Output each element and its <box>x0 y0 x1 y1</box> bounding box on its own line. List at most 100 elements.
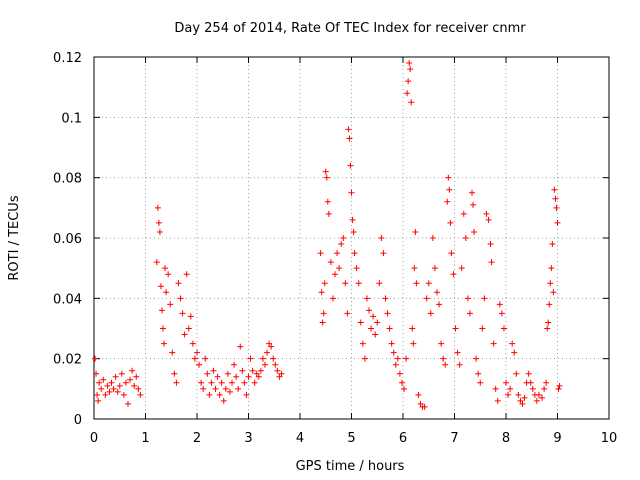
data-point <box>122 379 129 386</box>
data-point <box>353 265 360 272</box>
data-point <box>351 250 358 257</box>
data-point <box>431 265 438 272</box>
data-point <box>268 343 275 350</box>
data-point <box>405 78 412 85</box>
data-point <box>445 174 452 181</box>
data-point <box>411 265 418 272</box>
data-point <box>406 60 413 67</box>
data-point <box>509 340 516 347</box>
data-point <box>417 400 424 407</box>
data-point <box>112 373 119 380</box>
data-point <box>270 355 277 362</box>
data-point <box>513 370 520 377</box>
data-point <box>370 313 377 320</box>
data-point <box>169 349 176 356</box>
data-point <box>173 379 180 386</box>
data-point <box>466 310 473 317</box>
data-point <box>507 385 514 392</box>
y-tick-label: 0.1 <box>61 111 82 126</box>
data-point <box>129 367 136 374</box>
data-point <box>388 340 395 347</box>
data-point <box>533 397 540 404</box>
data-point <box>329 295 336 302</box>
data-point <box>278 370 285 377</box>
data-point <box>447 219 454 226</box>
data-point <box>357 319 364 326</box>
data-point <box>181 331 188 338</box>
data-point <box>382 295 389 302</box>
x-tick-label: 5 <box>347 431 355 446</box>
data-point <box>454 349 461 356</box>
data-point <box>251 379 258 386</box>
data-point <box>473 355 480 362</box>
data-point <box>409 325 416 332</box>
data-point <box>368 325 375 332</box>
data-point <box>229 379 236 386</box>
data-point <box>218 379 225 386</box>
data-point <box>338 241 345 248</box>
data-point <box>546 301 553 308</box>
data-point <box>446 186 453 193</box>
data-point <box>549 241 556 248</box>
data-point <box>366 307 373 314</box>
data-point <box>106 388 113 395</box>
data-point <box>517 397 524 404</box>
data-point <box>547 280 554 287</box>
data-point <box>206 391 213 398</box>
y-tick-label: 0.02 <box>53 353 82 368</box>
data-point <box>548 265 555 272</box>
data-point <box>477 379 484 386</box>
data-point <box>555 385 562 392</box>
chart-title: Day 254 of 2014, Rate Of TEC Index for r… <box>174 21 526 36</box>
y-axis-label: ROTI / TECUs <box>7 195 22 280</box>
x-tick-label: 2 <box>193 431 201 446</box>
data-point <box>177 295 184 302</box>
data-point <box>433 289 440 296</box>
data-point <box>390 349 397 356</box>
y-tick-label: 0.08 <box>53 172 82 187</box>
x-tick-label: 7 <box>450 431 458 446</box>
data-point <box>475 370 482 377</box>
data-point <box>384 310 391 317</box>
data-point <box>345 126 352 133</box>
data-point <box>165 271 172 278</box>
data-point <box>460 210 467 217</box>
data-point <box>216 391 223 398</box>
data-point <box>556 382 563 389</box>
data-point <box>322 168 329 175</box>
data-point <box>208 379 215 386</box>
data-point <box>470 201 477 208</box>
data-point <box>198 379 205 386</box>
data-point <box>220 397 227 404</box>
data-point <box>498 310 505 317</box>
data-point <box>332 271 339 278</box>
data-point <box>551 186 558 193</box>
data-point <box>224 370 231 377</box>
data-point <box>194 349 200 356</box>
data-point <box>396 370 403 377</box>
data-point <box>202 355 209 362</box>
data-point <box>483 210 490 217</box>
data-point <box>157 283 164 290</box>
data-point <box>274 367 281 374</box>
data-point <box>158 307 165 314</box>
data-point <box>266 340 273 347</box>
data-point <box>340 235 347 241</box>
data-point <box>529 385 536 392</box>
y-tick-label: 0.04 <box>53 292 82 307</box>
data-point <box>135 385 142 392</box>
data-point <box>425 280 432 287</box>
data-point <box>401 385 408 392</box>
data-point <box>222 385 229 392</box>
data-point <box>519 400 526 407</box>
data-point <box>464 295 471 302</box>
data-point <box>503 379 509 386</box>
data-point <box>243 391 250 398</box>
data-point <box>336 265 343 272</box>
x-tick-label: 3 <box>244 431 252 446</box>
data-point <box>404 90 411 97</box>
data-point <box>456 361 463 368</box>
data-point <box>196 361 203 368</box>
